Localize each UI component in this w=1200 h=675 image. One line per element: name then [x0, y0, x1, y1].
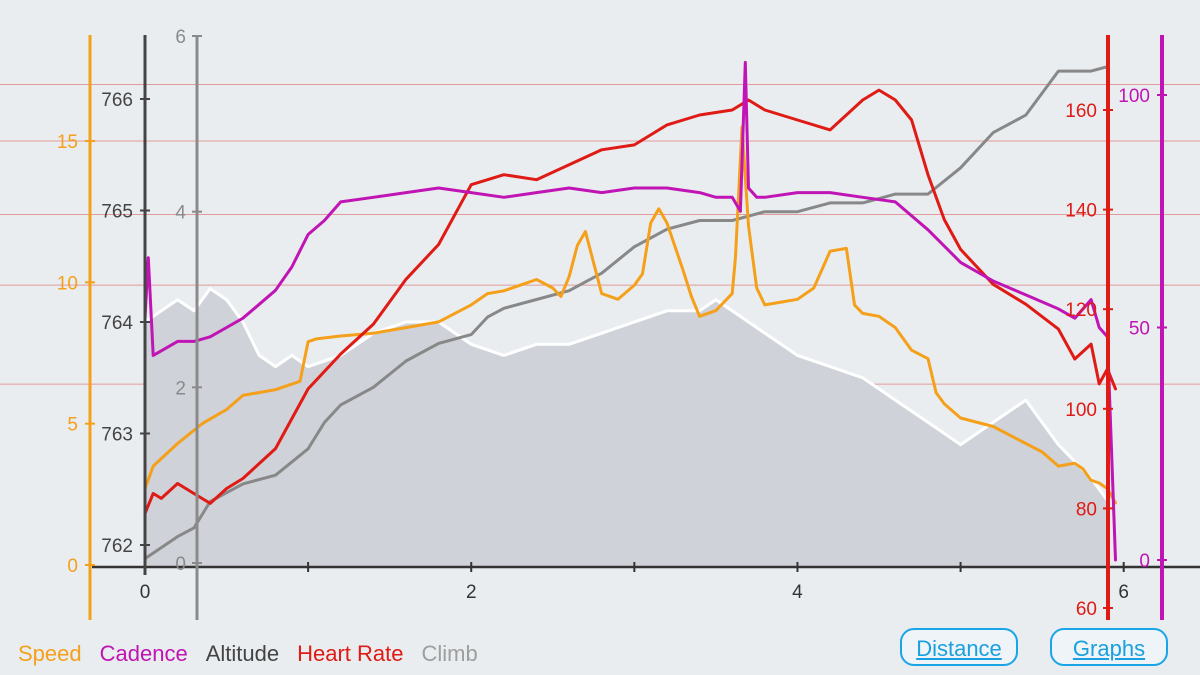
- cadence-tick-label-100: 100: [1118, 86, 1150, 107]
- heart-rate-tick-label-120: 120: [1065, 300, 1097, 321]
- speed-tick-label-10: 10: [57, 273, 78, 294]
- altitude-tick-label-765: 765: [101, 202, 133, 223]
- x-tick-label-6: 6: [1118, 582, 1129, 603]
- climb-line: [143, 65, 1109, 561]
- activity-chart: 0 2 4 6051015762763764765766024660801001201…: [0, 27, 1200, 620]
- heart-rate-tick-label-80: 80: [1076, 499, 1097, 520]
- x-tick-label-0: 0: [140, 582, 151, 603]
- legend-speed: Speed: [18, 641, 82, 666]
- heart-rate-tick-label-100: 100: [1065, 400, 1097, 421]
- distance-button[interactable]: Distance: [900, 628, 1018, 666]
- speed-tick-label-0: 0: [67, 556, 78, 577]
- altitude-tick-label-764: 764: [101, 313, 133, 334]
- legend-heart-rate: Heart Rate: [297, 641, 404, 666]
- climb-tick-label-6: 6: [175, 27, 186, 48]
- heart-rate-tick-label-60: 60: [1076, 599, 1097, 620]
- heart-rate-tick-label-160: 160: [1065, 101, 1097, 122]
- axes: 0 2 4 6051015762763764765766024660801001201…: [57, 27, 1200, 620]
- speed-tick-label-15: 15: [57, 132, 78, 153]
- speed-tick-label-5: 5: [67, 415, 78, 436]
- climb-tick-label-0: 0: [175, 554, 186, 575]
- climb-tick-label-4: 4: [175, 203, 186, 224]
- legend-altitude: Altitude: [205, 641, 280, 666]
- x-tick-label-4: 4: [792, 582, 803, 603]
- x-tick-label-2: 2: [466, 582, 477, 603]
- cadence-tick-label-50: 50: [1129, 319, 1150, 340]
- altitude-line: [143, 287, 1109, 502]
- altitude-fill: [145, 288, 1108, 567]
- altitude-tick-label-762: 762: [101, 536, 133, 557]
- series-lines: [143, 60, 1117, 562]
- altitude-area: [145, 288, 1108, 567]
- altitude-tick-label-763: 763: [101, 425, 133, 446]
- heart-rate-line: [143, 88, 1117, 515]
- legend-cadence: Cadence: [99, 641, 188, 666]
- legend: Speed Cadence Altitude Heart Rate Climb: [18, 640, 478, 668]
- heart-rate-tick-label-140: 140: [1065, 201, 1097, 222]
- graphs-button[interactable]: Graphs: [1050, 628, 1168, 666]
- climb-tick-label-2: 2: [175, 378, 186, 399]
- altitude-tick-label-766: 766: [101, 90, 133, 111]
- legend-climb: Climb: [421, 641, 478, 666]
- cadence-tick-label-0: 0: [1139, 551, 1150, 572]
- cadence-line: [143, 60, 1117, 562]
